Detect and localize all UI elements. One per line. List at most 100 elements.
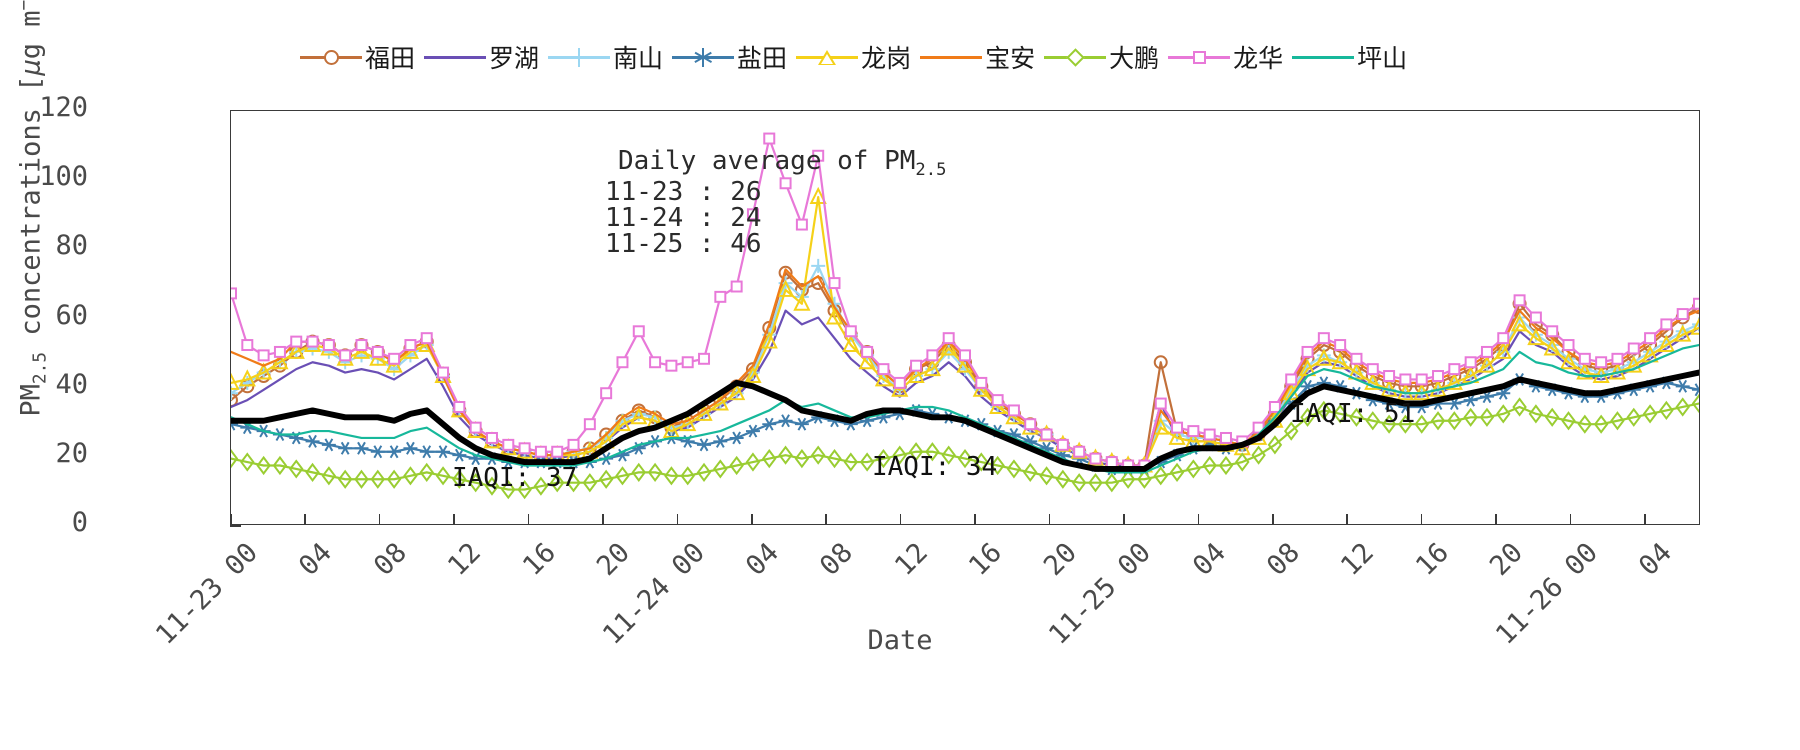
- data-point-marker: [289, 459, 304, 479]
- data-point-marker: [337, 469, 353, 489]
- data-point-marker: [842, 334, 860, 352]
- data-point-marker: [1445, 372, 1463, 390]
- legend-item-6[interactable]: 大鹏: [1044, 38, 1168, 76]
- data-point-marker: [1543, 338, 1561, 356]
- data-point-marker: [231, 287, 237, 300]
- data-point-marker: [238, 369, 256, 387]
- data-point-marker: [1399, 373, 1412, 386]
- daily-average-1125: 11-25 : 46: [605, 229, 762, 259]
- data-point-marker: [1365, 411, 1381, 431]
- legend-line: [424, 55, 487, 59]
- data-point-marker: [1332, 404, 1348, 424]
- data-point-marker: [843, 452, 859, 472]
- data-point-marker: [240, 452, 255, 472]
- data-point-marker: [809, 186, 827, 205]
- data-point-marker: [779, 177, 792, 190]
- data-point-marker: [231, 372, 240, 390]
- data-point-marker: [745, 452, 761, 472]
- x-tick-mark: [1272, 514, 1274, 525]
- data-point-marker: [1152, 417, 1170, 435]
- y-tick-label: 20: [55, 437, 88, 469]
- data-point-marker: [892, 445, 907, 465]
- data-point-marker: [1219, 431, 1232, 444]
- legend: 福田 罗湖 南山 盐田 龙岗 宝安 大鹏 龙华 坪山: [300, 38, 1500, 76]
- y-tick-label: 100: [39, 161, 88, 193]
- data-point-marker: [1544, 407, 1560, 427]
- data-point-marker: [714, 290, 727, 303]
- legend-swatch: [1044, 44, 1107, 70]
- data-point-marker: [386, 469, 402, 489]
- data-point-marker: [551, 445, 564, 458]
- data-point-marker: [630, 407, 648, 425]
- legend-item-5[interactable]: 宝安: [920, 38, 1044, 76]
- data-point-marker: [370, 445, 385, 459]
- data-point-marker: [231, 386, 238, 401]
- data-point-marker: [616, 356, 629, 369]
- data-point-marker: [762, 417, 777, 431]
- series-line: [231, 369, 1699, 472]
- data-point-marker: [501, 479, 516, 500]
- y-tick-label: 120: [39, 92, 88, 123]
- data-point-marker: [287, 341, 305, 359]
- data-point-marker: [713, 434, 728, 448]
- y-tick-label: 60: [55, 299, 88, 331]
- series-9: [231, 369, 1699, 472]
- data-point-marker: [679, 414, 697, 432]
- plot-area: [230, 110, 1700, 525]
- data-point-marker: [1559, 352, 1578, 370]
- triangle-marker-icon: [818, 49, 837, 65]
- data-point-marker: [1252, 421, 1265, 434]
- data-point-marker: [876, 448, 891, 469]
- data-point-marker: [910, 359, 923, 372]
- data-point-marker: [763, 132, 776, 145]
- data-point-marker: [1334, 339, 1347, 352]
- data-point-marker: [1168, 427, 1186, 445]
- legend-label: 大鹏: [1109, 44, 1160, 73]
- data-point-marker: [370, 469, 386, 489]
- data-point-marker: [1218, 455, 1234, 476]
- data-point-marker: [861, 345, 874, 358]
- data-point-marker: [1527, 327, 1545, 346]
- data-point-marker: [388, 352, 401, 365]
- data-point-marker: [828, 277, 841, 290]
- data-point-marker: [1104, 473, 1120, 493]
- data-point-marker: [502, 438, 515, 451]
- x-tick-mark: [1346, 514, 1348, 525]
- data-point-marker: [1154, 397, 1167, 410]
- data-point-marker: [257, 349, 270, 362]
- data-point-marker: [794, 448, 810, 469]
- legend-item-2[interactable]: 南山: [548, 38, 672, 76]
- legend-item-1[interactable]: 罗湖: [424, 38, 548, 76]
- legend-item-7[interactable]: 龙华: [1168, 38, 1292, 76]
- data-point-marker: [959, 349, 971, 362]
- data-point-marker: [1496, 404, 1511, 424]
- legend-swatch: [300, 44, 362, 70]
- x-tick-mark: [1197, 514, 1200, 525]
- legend-item-0[interactable]: 福田: [300, 38, 424, 76]
- data-point-marker: [990, 455, 1005, 476]
- data-point-marker: [811, 258, 826, 273]
- data-point-marker: [696, 462, 712, 482]
- series-line: [231, 343, 1699, 474]
- data-point-marker: [387, 445, 402, 459]
- data-point-marker: [1317, 332, 1330, 345]
- data-point-marker: [1512, 397, 1527, 417]
- x-tick-mark: [1048, 514, 1051, 525]
- legend-item-4[interactable]: 龙岗: [796, 38, 920, 76]
- data-point-marker: [420, 332, 433, 345]
- legend-item-8[interactable]: 坪山: [1292, 38, 1416, 76]
- data-point-marker: [1350, 352, 1363, 365]
- data-point-marker: [1105, 456, 1118, 469]
- data-point-marker: [1644, 332, 1657, 345]
- data-point-marker: [1625, 355, 1643, 373]
- legend-line: [1292, 55, 1355, 59]
- data-point-marker: [1089, 452, 1102, 465]
- diamond-marker-icon: [1065, 47, 1085, 67]
- data-point-marker: [305, 434, 320, 448]
- data-point-marker: [858, 352, 876, 370]
- data-point-marker: [680, 466, 695, 486]
- data-point-marker: [728, 383, 746, 401]
- legend-item-3[interactable]: 盐田: [672, 38, 796, 76]
- data-point-marker: [436, 445, 451, 459]
- data-point-marker: [1169, 462, 1185, 482]
